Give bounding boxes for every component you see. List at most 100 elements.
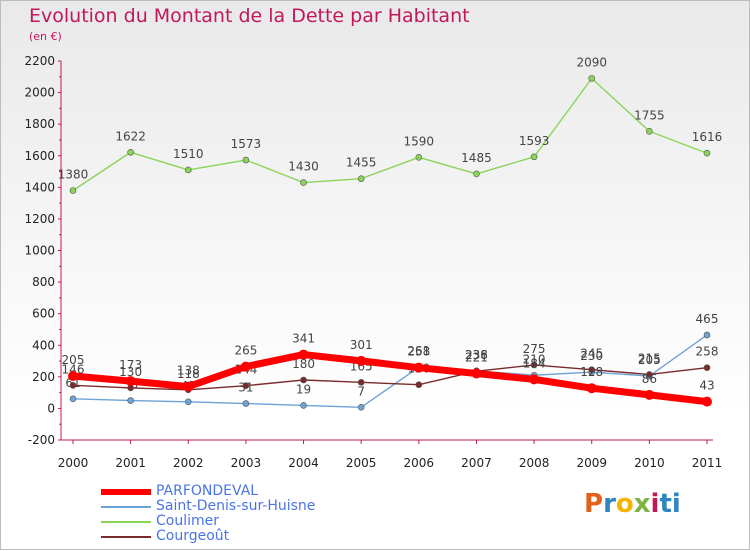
data-point-coulimer (184, 166, 192, 174)
data-label-saint-denis-sur-huisne: 7 (357, 384, 365, 398)
data-point-parfondeval (529, 374, 540, 385)
series-line-courgeo-t (72, 364, 708, 391)
data-point-courgeo-t (588, 366, 596, 374)
data-label-coulimer: 1616 (692, 130, 723, 144)
data-point-courgeo-t (646, 371, 653, 378)
data-label-saint-denis-sur-huisne: 238 (465, 348, 488, 362)
data-point-parfondeval (125, 376, 136, 387)
data-point-courgeo-t (69, 382, 77, 389)
data-label-parfondeval: 86 (642, 372, 657, 386)
data-point-saint-denis-sur-huisne (357, 404, 365, 411)
data-label-coulimer: 2090 (576, 55, 607, 69)
series-line-coulimer (72, 77, 708, 192)
data-label-courgeo-t: 236 (465, 348, 488, 362)
data-label-courgeo-t: 146 (62, 362, 85, 376)
data-point-courgeo-t (300, 376, 307, 384)
data-label-courgeo-t: 130 (119, 365, 142, 379)
legend-label-saint-denis: Saint-Denis-sur-Huisne (156, 498, 316, 514)
data-label-parfondeval: 43 (699, 379, 714, 393)
data-label-coulimer: 1593 (519, 134, 550, 148)
y-tick-label: 400 (32, 338, 55, 352)
data-point-parfondeval (644, 389, 655, 400)
y-tick-label: 1000 (24, 244, 55, 258)
legend-label-courgeout: Courgeoût (156, 528, 230, 544)
data-label-parfondeval: 173 (119, 358, 142, 372)
y-tick-label: 1400 (24, 180, 55, 194)
data-label-courgeo-t: 215 (638, 351, 661, 365)
x-tick-label: 2004 (288, 456, 319, 470)
data-point-saint-denis-sur-huisne (300, 402, 307, 409)
data-point-saint-denis-sur-huisne (184, 398, 192, 406)
data-point-courgeo-t (242, 382, 250, 389)
data-label-parfondeval: 184 (523, 356, 546, 370)
x-tick-label: 2007 (461, 456, 492, 470)
data-point-courgeo-t (357, 379, 365, 386)
data-label-coulimer: 1573 (231, 137, 262, 151)
data-point-saint-denis-sur-huisne (127, 397, 134, 404)
data-label-parfondeval: 258 (407, 345, 430, 359)
y-tick-label: 2200 (24, 54, 55, 68)
y-tick-label: 800 (32, 275, 55, 289)
x-tick-label: 2009 (576, 456, 607, 470)
data-label-coulimer: 1755 (634, 108, 665, 122)
data-point-courgeo-t (703, 364, 711, 371)
data-point-coulimer (588, 75, 596, 82)
data-label-parfondeval: 138 (177, 364, 200, 378)
y-tick-label: 1200 (24, 212, 55, 226)
data-point-saint-denis-sur-huisne (703, 331, 711, 339)
legend-swatch-parfondeval (101, 489, 151, 495)
data-point-parfondeval (240, 361, 251, 372)
data-point-coulimer (473, 170, 480, 178)
data-label-coulimer: 1510 (173, 147, 204, 161)
legend-swatch-coulimer (101, 521, 151, 523)
data-label-parfondeval: 301 (350, 338, 373, 352)
data-point-saint-denis-sur-huisne (242, 400, 250, 407)
data-label-courgeo-t: 258 (696, 345, 719, 359)
y-tick-label: 1800 (24, 117, 55, 131)
series-line-saint-denis-sur-huisne (72, 334, 708, 409)
legend-swatch-saint-denis (101, 506, 151, 508)
data-label-coulimer: 1430 (288, 160, 319, 174)
data-point-parfondeval (68, 371, 78, 382)
legend-label-parfondeval: PARFONDEVAL (156, 483, 259, 499)
x-tick-label: 2003 (231, 456, 262, 470)
y-tick-label: 1600 (24, 149, 55, 163)
x-tick-label: 2002 (173, 456, 204, 470)
data-label-saint-denis-sur-huisne: 261 (407, 344, 430, 358)
data-point-coulimer (69, 187, 77, 194)
x-tick-label: 2005 (346, 456, 377, 470)
data-point-courgeo-t (415, 381, 423, 389)
x-tick-label: 2001 (115, 456, 146, 470)
y-tick-label: 2000 (24, 86, 55, 100)
legend-label-coulimer: Coulimer (156, 513, 219, 529)
data-point-parfondeval (471, 368, 482, 379)
data-label-courgeo-t: 180 (292, 357, 315, 371)
series-line-parfondeval (69, 351, 711, 406)
data-label-coulimer: 1622 (115, 129, 146, 143)
data-label-courgeo-t: 118 (177, 367, 200, 381)
data-label-parfondeval: 128 (580, 365, 603, 379)
data-label-saint-denis-sur-huisne: 19 (296, 382, 311, 396)
y-tick-label: -200 (28, 433, 55, 447)
data-point-coulimer (357, 175, 365, 182)
data-point-coulimer (300, 179, 307, 186)
data-label-courgeo-t: 245 (580, 347, 603, 361)
data-label-courgeo-t: 275 (523, 342, 546, 356)
data-point-coulimer (703, 149, 711, 157)
y-tick-label: 0 (47, 401, 55, 415)
data-point-coulimer (415, 154, 423, 161)
x-tick-label: 2006 (404, 456, 435, 470)
data-point-saint-denis-sur-huisne (69, 395, 77, 403)
data-point-coulimer (646, 127, 653, 135)
y-tick-label: 600 (32, 307, 55, 321)
proxiti-logo: Proxiti (584, 489, 681, 519)
chart-title: Evolution du Montant de la Dette par Hab… (29, 5, 470, 27)
data-point-parfondeval (413, 362, 424, 373)
data-label-saint-denis-sur-huisne: 205 (638, 353, 661, 367)
data-label-coulimer: 1590 (404, 134, 435, 148)
x-tick-label: 2000 (58, 456, 89, 470)
data-point-parfondeval (298, 349, 309, 360)
data-point-coulimer (127, 148, 134, 156)
